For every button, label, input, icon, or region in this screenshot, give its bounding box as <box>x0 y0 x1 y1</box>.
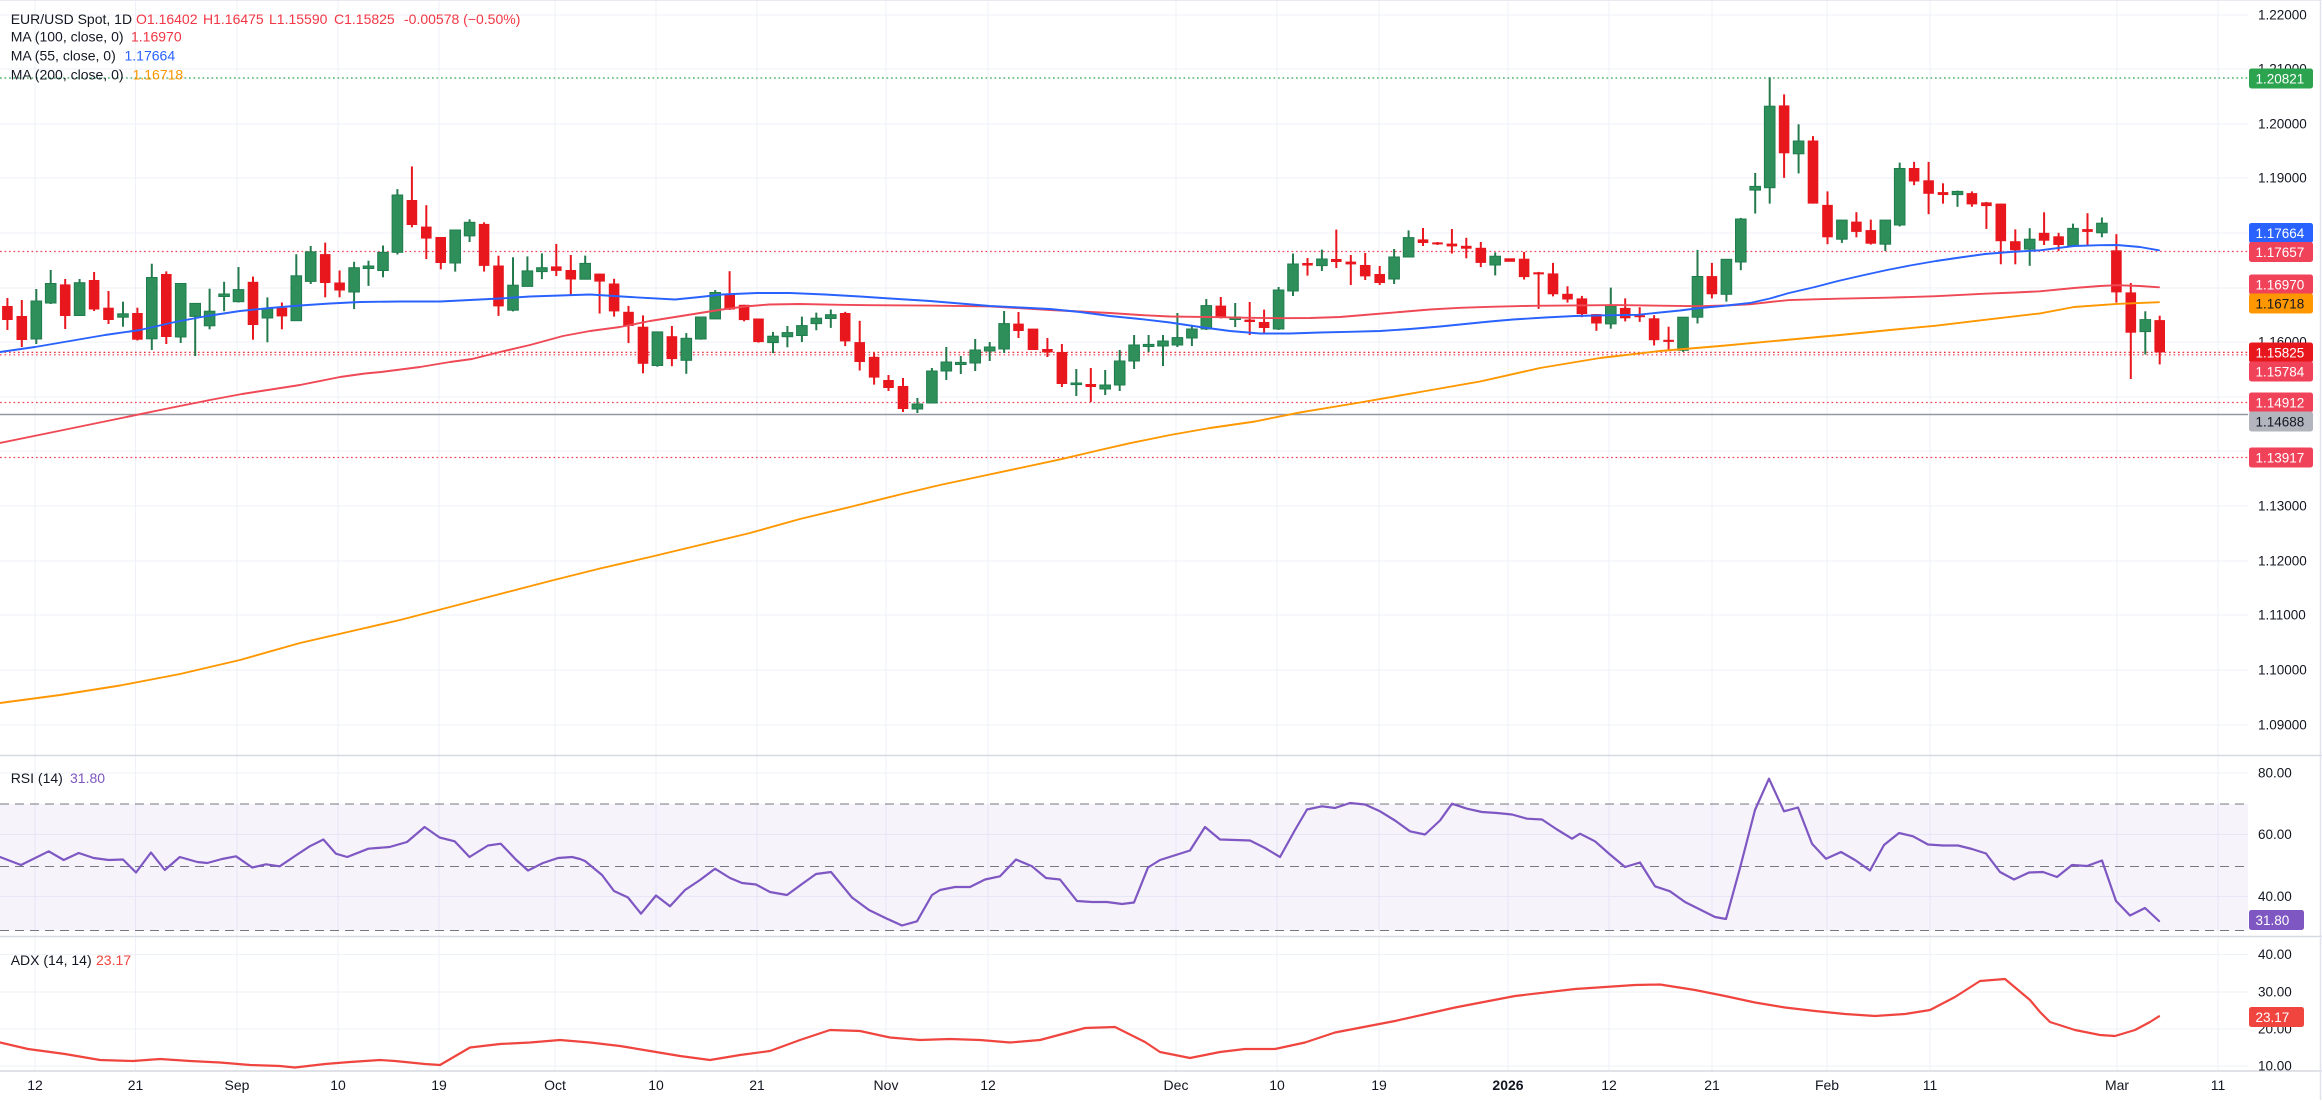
svg-text:-0.00578 (−0.50%): -0.00578 (−0.50%) <box>404 11 520 27</box>
svg-text:1.15784: 1.15784 <box>2256 365 2305 380</box>
svg-text:1.11000: 1.11000 <box>2258 608 2306 623</box>
svg-text:19: 19 <box>1371 1077 1387 1093</box>
svg-text:21: 21 <box>749 1077 765 1093</box>
svg-text:C1.15825: C1.15825 <box>334 11 395 27</box>
svg-text:40.00: 40.00 <box>2258 947 2292 962</box>
svg-text:RSI (14): RSI (14) <box>11 770 63 786</box>
svg-text:10: 10 <box>330 1077 346 1093</box>
svg-text:1.17664: 1.17664 <box>125 48 176 64</box>
svg-text:1.13000: 1.13000 <box>2258 499 2307 514</box>
svg-text:30.00: 30.00 <box>2258 985 2292 1000</box>
svg-text:40.00: 40.00 <box>2258 889 2292 904</box>
svg-text:H1.16475: H1.16475 <box>203 11 264 27</box>
svg-text:23.17: 23.17 <box>2256 1010 2290 1025</box>
svg-text:O1.16402: O1.16402 <box>136 11 198 27</box>
svg-text:ADX (14, 14): ADX (14, 14) <box>11 952 92 968</box>
svg-text:EUR/USD Spot, 1D: EUR/USD Spot, 1D <box>11 11 132 27</box>
svg-text:31.80: 31.80 <box>2256 913 2290 928</box>
svg-text:MA (200, close, 0): MA (200, close, 0) <box>11 67 124 83</box>
svg-text:1.20821: 1.20821 <box>2256 72 2305 87</box>
svg-text:19: 19 <box>431 1077 447 1093</box>
svg-text:1.14688: 1.14688 <box>2256 415 2305 430</box>
svg-text:L1.15590: L1.15590 <box>269 11 328 27</box>
svg-text:10: 10 <box>648 1077 664 1093</box>
svg-text:1.17657: 1.17657 <box>2256 245 2305 260</box>
svg-text:1.22000: 1.22000 <box>2258 8 2307 23</box>
svg-text:1.20000: 1.20000 <box>2258 117 2307 132</box>
svg-text:Dec: Dec <box>1164 1077 1189 1093</box>
svg-text:MA (55, close, 0): MA (55, close, 0) <box>11 48 116 64</box>
svg-text:80.00: 80.00 <box>2258 766 2292 781</box>
svg-text:Nov: Nov <box>874 1077 899 1093</box>
svg-text:1.12000: 1.12000 <box>2258 554 2307 569</box>
svg-text:1.16970: 1.16970 <box>131 29 182 45</box>
svg-text:23.17: 23.17 <box>96 952 131 968</box>
svg-text:Oct: Oct <box>544 1077 566 1093</box>
svg-text:1.09000: 1.09000 <box>2258 718 2307 733</box>
svg-text:21: 21 <box>1704 1077 1720 1093</box>
svg-text:12: 12 <box>980 1077 996 1093</box>
svg-text:1.19000: 1.19000 <box>2258 171 2307 186</box>
svg-text:12: 12 <box>1601 1077 1617 1093</box>
svg-text:1.15825: 1.15825 <box>2256 346 2305 361</box>
svg-text:10.00: 10.00 <box>2258 1059 2292 1074</box>
svg-text:60.00: 60.00 <box>2258 827 2292 842</box>
svg-text:10: 10 <box>1269 1077 1285 1093</box>
svg-text:11: 11 <box>1923 1077 1938 1093</box>
svg-text:21: 21 <box>128 1077 144 1093</box>
svg-text:MA (100, close, 0): MA (100, close, 0) <box>11 29 124 45</box>
svg-text:31.80: 31.80 <box>70 770 105 786</box>
svg-text:Mar: Mar <box>2105 1077 2129 1093</box>
svg-text:2026: 2026 <box>1492 1077 1523 1093</box>
svg-text:1.16718: 1.16718 <box>2256 297 2305 312</box>
svg-text:1.14912: 1.14912 <box>2256 396 2305 411</box>
svg-text:11: 11 <box>2211 1077 2226 1093</box>
svg-text:Feb: Feb <box>1815 1077 1839 1093</box>
svg-text:1.13917: 1.13917 <box>2256 451 2305 466</box>
svg-text:1.16718: 1.16718 <box>133 67 184 83</box>
svg-text:1.10000: 1.10000 <box>2258 663 2307 678</box>
svg-text:12: 12 <box>27 1077 43 1093</box>
svg-text:Sep: Sep <box>225 1077 250 1093</box>
svg-text:1.17664: 1.17664 <box>2256 226 2305 241</box>
svg-text:1.16970: 1.16970 <box>2256 278 2305 293</box>
